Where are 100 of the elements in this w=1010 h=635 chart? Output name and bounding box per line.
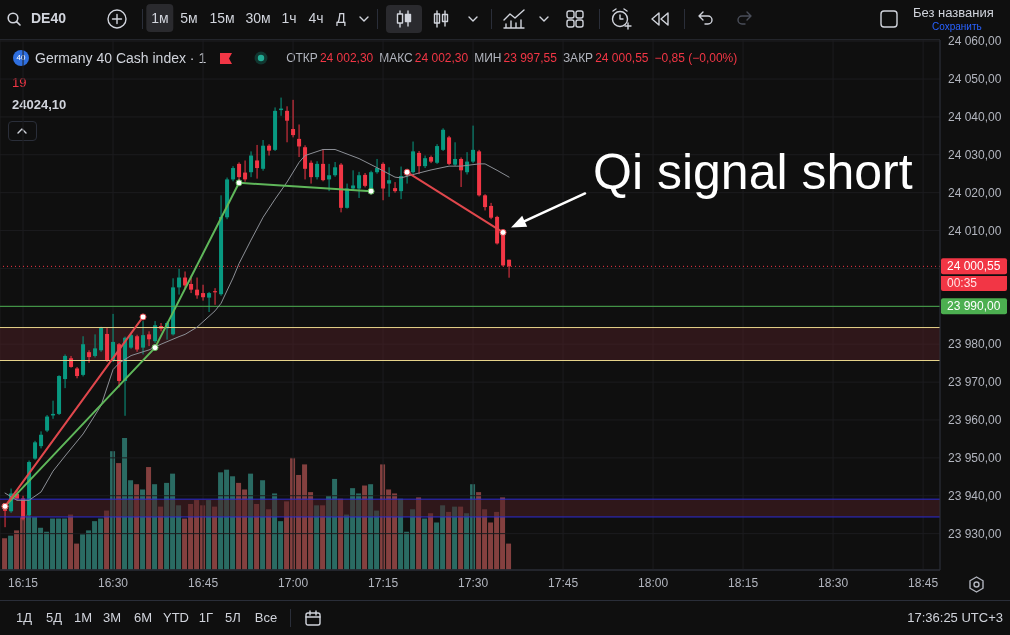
bar	[266, 509, 272, 570]
text: Germany 40 Cash index · 1	[35, 50, 207, 66]
candlestick	[189, 275, 194, 294]
candlestick	[93, 333, 98, 358]
candlestick	[153, 320, 158, 344]
ref-line-label: 24 000,55	[947, 259, 1001, 274]
annotation: 24 000,55	[595, 51, 649, 65]
x-tick-label: 18:30	[818, 575, 849, 590]
y-tick-label: 23 950,00	[948, 451, 1002, 466]
candlestick	[411, 141, 416, 175]
y-tick-label: 24 050,00	[948, 72, 1002, 87]
x-tick-label: 18:45	[908, 575, 939, 590]
point	[499, 228, 507, 236]
text: 17:36:25 UTC+3	[907, 610, 1003, 625]
candlestick	[441, 127, 446, 152]
bar	[260, 480, 266, 570]
bar	[8, 535, 14, 570]
y-tick-label: 24 060,00	[948, 34, 1002, 49]
bar	[320, 505, 326, 570]
point	[367, 187, 375, 195]
annotation: Qi signal short	[593, 144, 913, 201]
candlestick	[141, 320, 146, 355]
x-tick-label: 18:15	[728, 575, 759, 590]
bar	[248, 473, 254, 570]
annotation: ОТКР	[286, 51, 318, 65]
annotation: МИН	[474, 51, 502, 65]
candlestick	[207, 291, 212, 313]
annotation: 40	[13, 50, 29, 66]
bar	[314, 505, 320, 570]
x-tick-label: 17:00	[278, 575, 309, 590]
text: 1м	[146, 4, 174, 32]
candlestick	[63, 353, 68, 389]
candlestick	[297, 123, 302, 158]
y-tick-label: 24 010,00	[948, 223, 1002, 238]
bar	[458, 506, 464, 570]
text: Д	[336, 10, 346, 26]
annotation: ЗАКР	[562, 51, 594, 65]
bar	[116, 463, 122, 570]
y-tick-label: 23 970,00	[948, 375, 1002, 390]
text: 15м	[209, 10, 235, 26]
bar	[362, 485, 368, 570]
y-tick-label: 23 980,00	[948, 337, 1002, 352]
y-tick-label: 24 040,00	[948, 110, 1002, 125]
x-tick-label: 17:30	[458, 575, 489, 590]
candlestick	[33, 440, 38, 461]
candlestick	[147, 330, 152, 347]
text: 6М	[133, 610, 153, 625]
bar	[206, 500, 212, 570]
candlestick	[387, 166, 392, 198]
text: 1Г	[198, 610, 214, 625]
candlestick	[393, 181, 398, 194]
text: YTD	[163, 610, 189, 625]
candlestick	[327, 163, 332, 192]
text: 3М	[102, 610, 122, 625]
candlestick	[261, 139, 266, 172]
bar	[452, 506, 458, 570]
bar	[152, 484, 158, 570]
candlestick	[399, 166, 404, 200]
text: 5м	[180, 10, 198, 26]
text: 30м	[245, 10, 271, 26]
bar	[146, 467, 152, 570]
candlestick	[255, 144, 260, 180]
y-tick-label: 23 930,00	[948, 526, 1002, 541]
text: 00:35	[941, 276, 1007, 291]
text: 5Л	[225, 610, 241, 625]
x-tick-label: 16:15	[8, 575, 39, 590]
candlestick	[321, 148, 326, 182]
bar	[212, 506, 218, 570]
candlestick	[267, 143, 272, 157]
bar	[446, 511, 452, 570]
y-tick-label: 23 960,00	[948, 413, 1002, 428]
candlestick	[435, 143, 440, 165]
x-tick-label: 17:45	[548, 575, 579, 590]
candlestick	[453, 141, 458, 167]
candlestick	[201, 284, 206, 302]
text: Сохранить	[932, 21, 982, 32]
text: 1Д	[15, 610, 33, 625]
y-tick-label: 24 020,00	[948, 185, 1002, 200]
text: 1М	[73, 610, 93, 625]
bar	[338, 498, 344, 570]
x-tick-label: 16:30	[98, 575, 129, 590]
text: Все	[254, 610, 278, 625]
annotation: 19	[12, 75, 27, 90]
candlestick	[285, 105, 290, 143]
point	[139, 313, 147, 321]
line-series	[4, 148, 510, 501]
candlestick	[471, 125, 476, 164]
candlestick	[99, 326, 104, 353]
bar	[140, 489, 146, 570]
text: Без названия	[913, 5, 994, 20]
annotation: 24024,10	[12, 97, 67, 112]
annotation: 24 002,30	[319, 51, 374, 65]
candlestick	[333, 161, 338, 178]
candlestick	[177, 268, 182, 296]
candlestick	[357, 171, 362, 199]
candlestick	[303, 144, 308, 180]
y-tick-label: 23 940,00	[948, 489, 1002, 504]
x-tick-label: 16:45	[188, 575, 219, 590]
annotation: −0,85 (−0,00%)	[654, 51, 738, 65]
x-tick-label: 18:00	[638, 575, 669, 590]
